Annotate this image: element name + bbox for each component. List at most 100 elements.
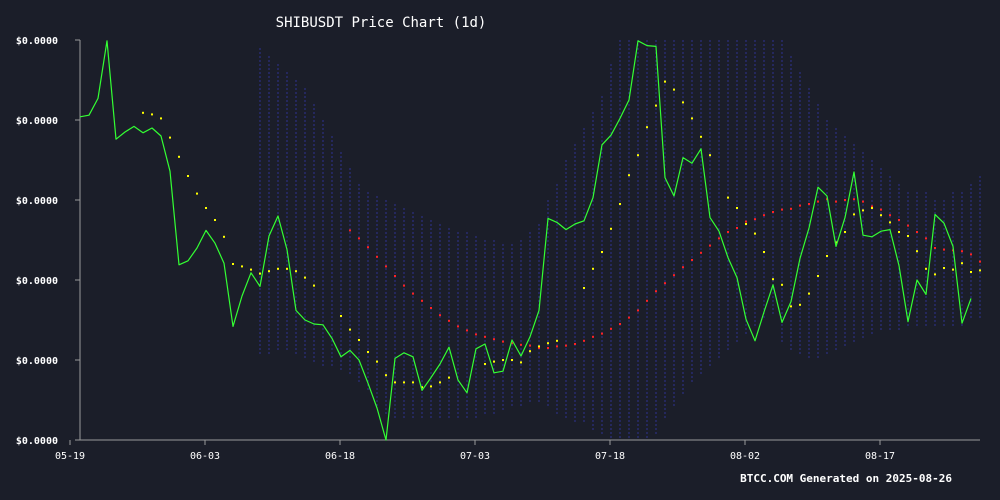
sar-below-dot [871,207,873,209]
y-tick-label: $0.0000 [16,36,58,47]
sar-below-dot [169,136,171,139]
sar-below-dot [979,269,981,272]
sar-above-dot [538,347,540,349]
sar-above-dot [862,200,864,203]
sar-above-dot [511,342,513,345]
sar-above-dot [610,327,612,330]
sar-above-dot [439,314,441,317]
sar-above-dot [502,340,504,343]
sar-above-dot [376,255,378,258]
axes [79,40,980,441]
sar-above-dot [691,259,693,261]
sar-below-dot [556,339,558,342]
sar-above-dot [547,347,549,349]
sar-below-dot [583,287,585,289]
sar-below-dot [700,135,702,138]
sar-above-dot [916,231,918,233]
sar-below-dot [961,262,963,265]
sar-above-dot [961,250,963,253]
sar-below-dot [763,251,765,253]
sar-above-dot [367,246,369,249]
sar-above-dot [736,227,738,229]
generated-footer: BTCC.COM Generated on 2025-08-26 [740,472,952,485]
sar-below-dot [187,175,189,177]
sar-above-dot [556,345,558,348]
sar-below-dot [628,174,630,177]
sar-below-dot [250,268,252,271]
sar-above-dot [754,218,756,221]
sar-above-dot [421,299,423,302]
sar-below-dot [592,267,594,270]
sar-above-dot [565,344,567,347]
sar-below-dot [601,251,603,253]
sar-below-dot [898,231,900,233]
chart-title: SHIBUSDT Price Chart (1d) [276,15,487,31]
sar-below-dot [880,214,882,217]
sar-below-dot [439,381,441,384]
sar-below-dot [925,267,927,270]
sar-below-dot [502,359,504,361]
sar-below-dot [511,359,513,361]
sar-above-dot [682,266,684,269]
sar-below-dot [610,227,612,230]
sar-below-dot [385,374,387,377]
sar-below-series [142,80,981,389]
sar-above-dot [781,208,783,211]
x-tick-label: 06-18 [325,451,355,462]
sar-above-dot [601,332,603,335]
sar-above-dot [763,214,765,217]
sar-below-dot [826,255,828,257]
y-tick-label: $0.0000 [16,116,58,127]
sar-below-dot [637,154,639,157]
sar-below-dot [403,381,405,384]
price-line [79,40,972,441]
x-axis-ticks: 05-19 06-03 06-18 07-03 07-18 08-02 08-17 [55,440,895,462]
y-tick-label: $0.0000 [16,436,58,447]
sar-below-dot [709,154,711,157]
sar-below-dot [646,126,648,129]
sar-below-dot [421,386,423,389]
sar-below-dot [412,381,414,384]
sar-below-dot [493,360,495,363]
sar-above-dot [583,339,585,342]
sar-below-dot [664,80,666,83]
sar-above-series [349,198,981,349]
sar-below-dot [520,361,522,364]
sar-above-dot [700,251,702,254]
sar-above-dot [619,323,621,325]
sar-above-dot [412,292,414,295]
sar-below-dot [682,101,684,104]
sar-below-dot [790,305,792,308]
sar-below-dot [754,232,756,235]
sar-above-dot [475,333,477,336]
sar-below-dot [673,88,675,91]
sar-below-dot [295,270,297,273]
sar-below-dot [484,363,486,365]
sar-above-dot [934,247,936,249]
sar-above-dot [718,237,720,240]
sar-below-dot [394,381,396,384]
sar-above-dot [574,343,576,345]
sar-above-dot [655,290,657,293]
sar-below-dot [862,209,864,212]
sar-above-dot [448,319,450,322]
sar-below-dot [547,342,549,345]
sar-below-dot [367,351,369,353]
sar-above-dot [799,204,801,207]
sar-above-dot [943,248,945,251]
sar-below-dot [835,241,837,244]
sar-above-dot [844,199,846,201]
sar-below-dot [448,376,450,379]
sar-below-dot [844,231,846,233]
sar-below-dot [943,267,945,269]
sar-above-dot [394,275,396,277]
x-tick-label: 07-18 [595,451,625,462]
sar-below-dot [196,192,198,195]
sar-above-dot [628,316,630,319]
sar-below-dot [889,221,891,224]
sar-below-dot [727,196,729,199]
sar-above-dot [817,200,819,203]
y-axis-ticks: $0.0000 $0.0000 $0.0000 $0.0000 $0.0000 $0.00… [16,36,80,447]
